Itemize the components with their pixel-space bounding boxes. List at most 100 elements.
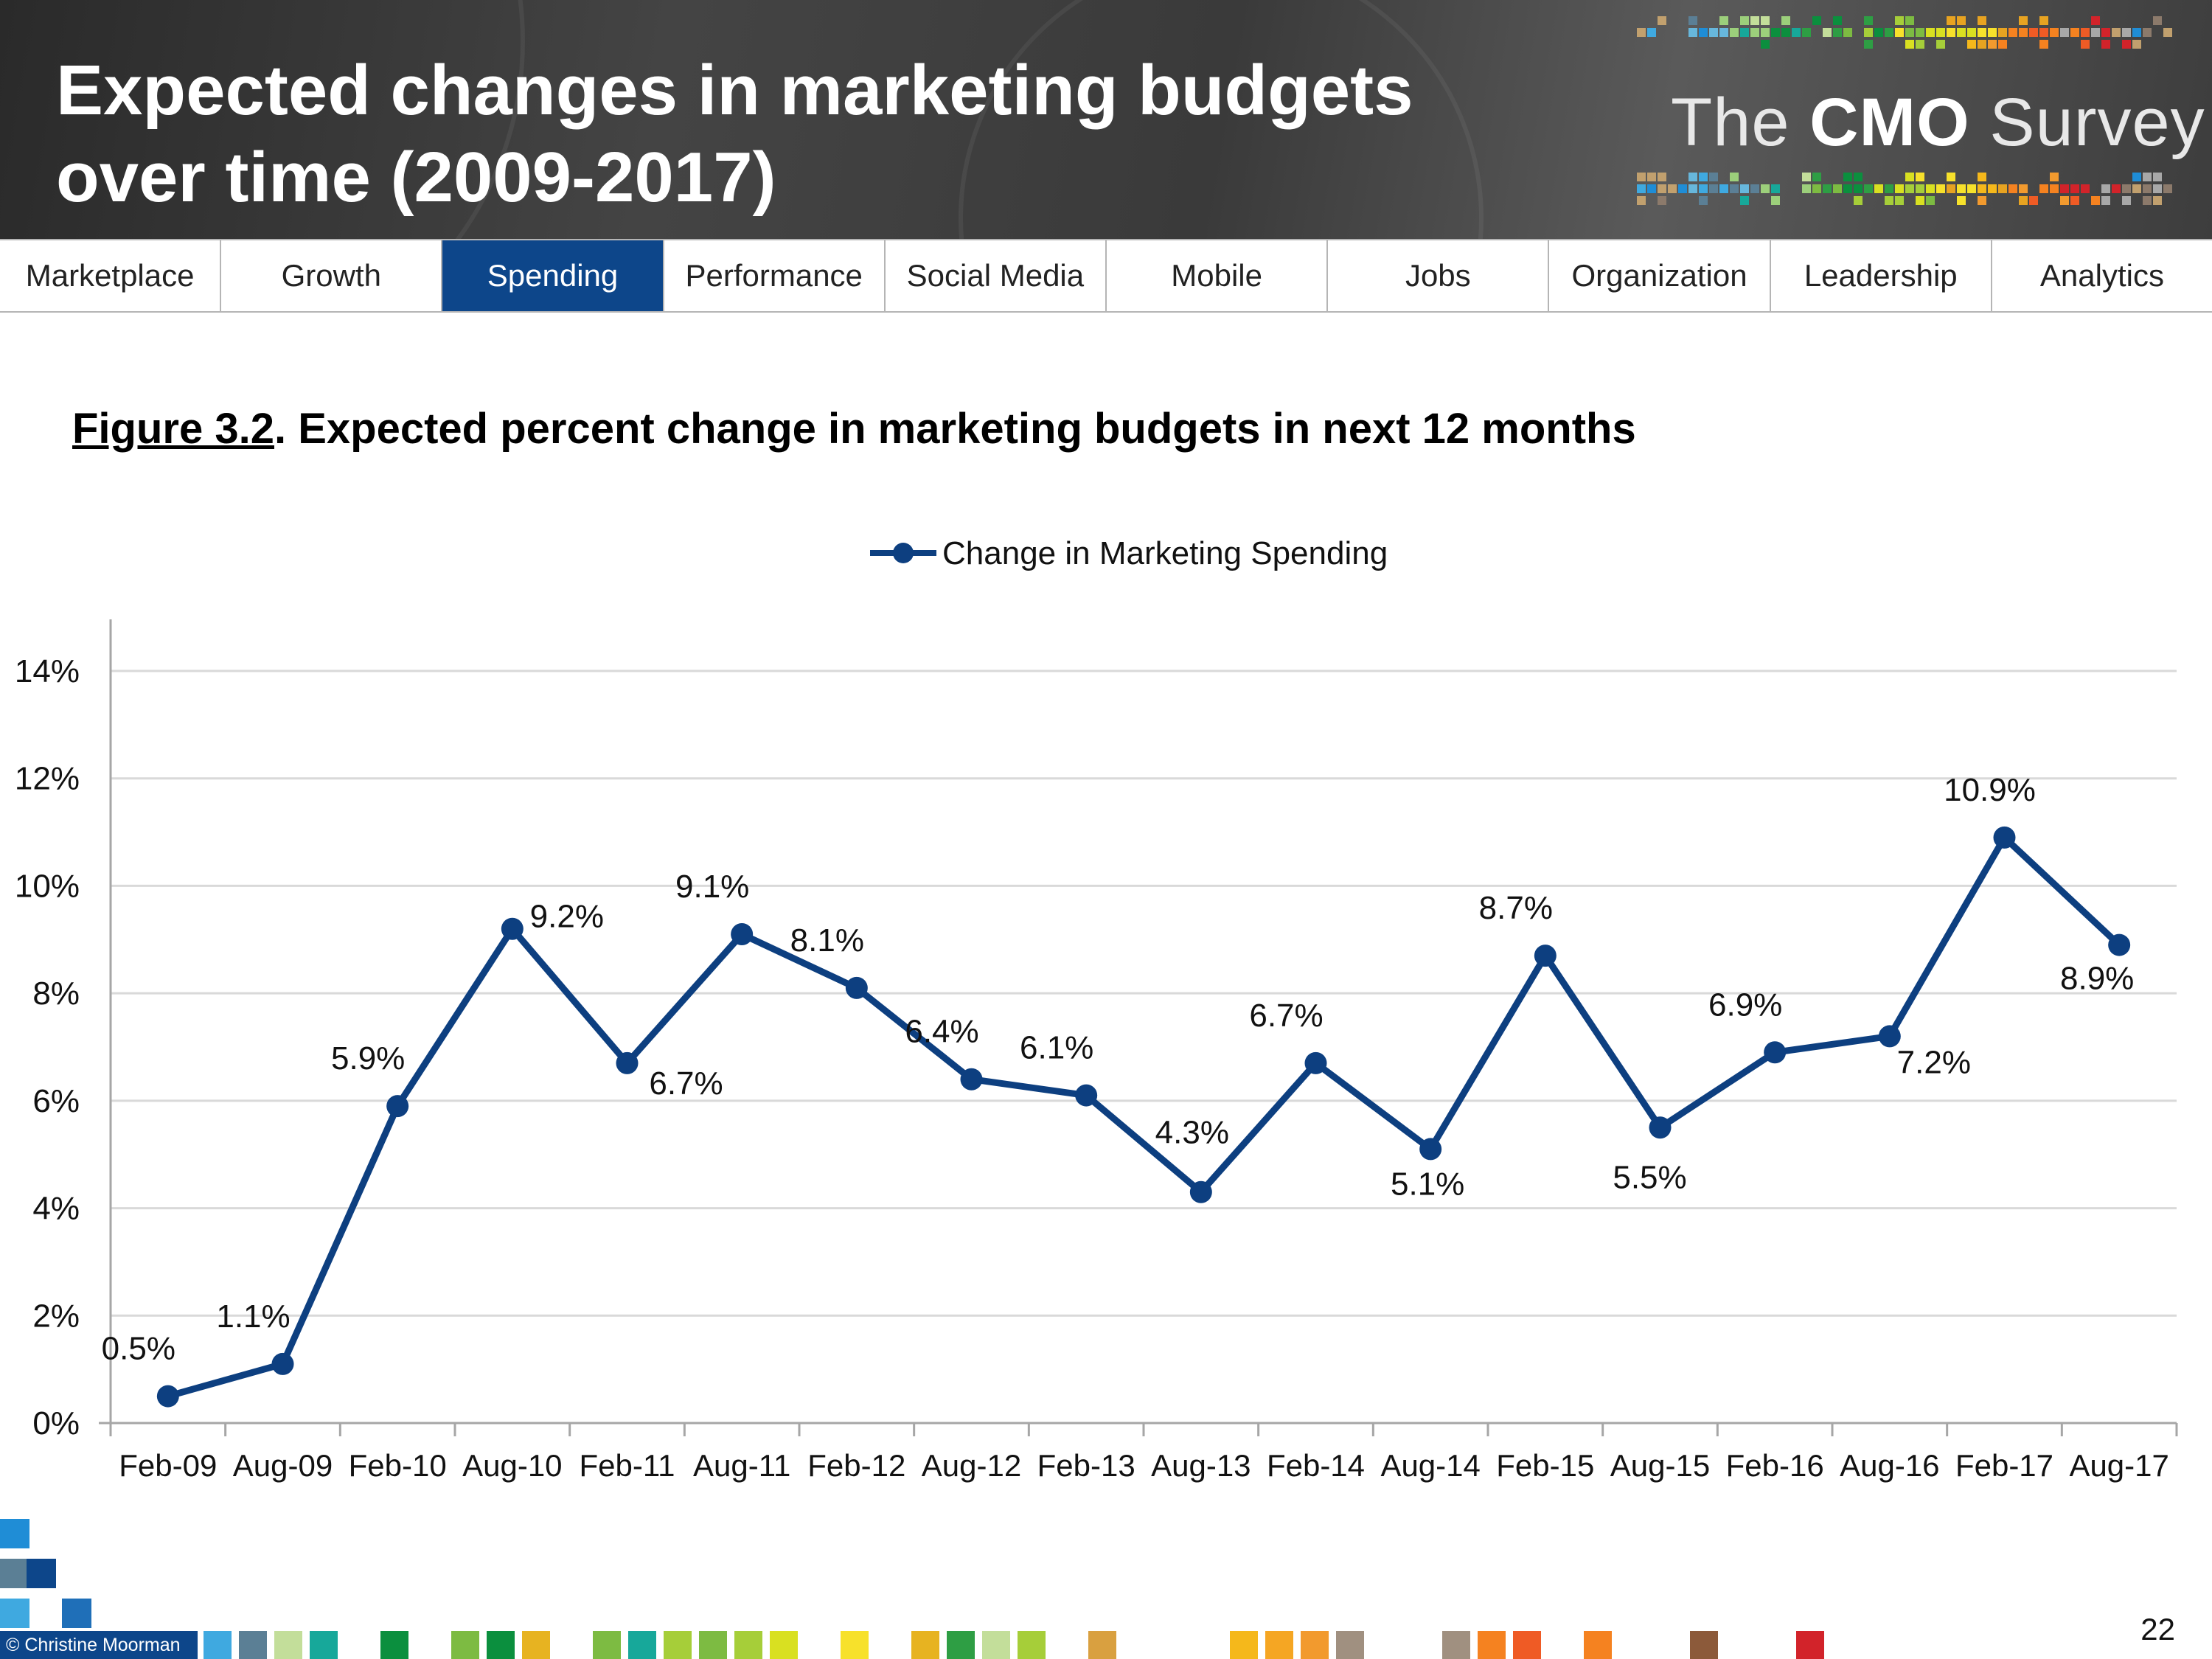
x-tick-label: Feb-09	[119, 1448, 217, 1483]
logo-pixel	[1761, 40, 1770, 49]
logo-pixel	[1947, 184, 1955, 193]
logo-pixel	[1936, 28, 1945, 37]
data-label: 6.1%	[1020, 1030, 1093, 1066]
footer-pixel	[982, 1631, 1010, 1659]
logo-pixel	[1761, 28, 1770, 37]
data-label: 6.7%	[649, 1065, 723, 1102]
footer-pixel	[204, 1631, 232, 1659]
logo-pixel	[1719, 28, 1728, 37]
logo-pixel	[1947, 16, 1955, 25]
data-point	[1764, 1041, 1787, 1064]
logo-pixel	[1988, 40, 1997, 49]
tab-performance[interactable]: Performance	[664, 240, 886, 311]
logo-pixel	[1905, 173, 1914, 181]
logo-pixel	[2091, 28, 2100, 37]
data-point	[1534, 945, 1557, 967]
logo-pixel	[2101, 40, 2110, 49]
logo-pixel	[1978, 184, 1986, 193]
logo-pixel	[1833, 184, 1842, 193]
logo-pixel	[2029, 196, 2038, 205]
data-point	[386, 1095, 409, 1118]
footer-pixel	[1442, 1631, 1470, 1659]
logo-pixel	[2039, 16, 2048, 25]
tab-spending[interactable]: Spending	[442, 240, 664, 311]
logo-pixel	[2019, 28, 2028, 37]
data-label: 9.1%	[675, 869, 749, 905]
logo-pixel	[1709, 184, 1718, 193]
logo-pixel	[1730, 28, 1739, 37]
logo-pixel	[2039, 40, 2048, 49]
footer-pixel	[628, 1631, 656, 1659]
logo-brand: CMO	[1809, 85, 1970, 160]
data-point	[1419, 1138, 1442, 1161]
data-point	[845, 976, 868, 999]
logo-pixel	[2143, 173, 2152, 181]
page-number: 22	[2140, 1612, 2175, 1646]
footer-pixel	[699, 1631, 727, 1659]
footer-pixel	[841, 1631, 869, 1659]
logo-pixel	[1967, 40, 1976, 49]
logo-pixel	[1730, 184, 1739, 193]
logo-pixel	[2060, 184, 2069, 193]
logo-pixel	[1750, 16, 1759, 25]
logo-pixel	[1647, 184, 1656, 193]
logo-pixel	[2050, 184, 2059, 193]
x-tick-label: Aug-17	[2069, 1448, 2168, 1483]
footer-pixel	[310, 1631, 338, 1659]
logo-pixel	[1978, 16, 1986, 25]
logo-pixel	[2143, 196, 2152, 205]
footer-pixel-band	[0, 1519, 1824, 1659]
logo-pixel	[1864, 16, 1873, 25]
footer-pixel	[1690, 1631, 1718, 1659]
logo-pixel	[2122, 28, 2131, 37]
logo-pixel	[2008, 184, 2017, 193]
logo-pixel	[1750, 28, 1759, 37]
tab-organization[interactable]: Organization	[1549, 240, 1771, 311]
tab-mobile[interactable]: Mobile	[1107, 240, 1329, 311]
logo-pixel	[1978, 196, 1986, 205]
x-tick-label: Aug-11	[693, 1448, 790, 1483]
footer-pixel	[487, 1631, 515, 1659]
logo-pixel	[1905, 16, 1914, 25]
copyright-notice: © Christine Moorman	[0, 1631, 198, 1659]
logo-pixel	[1978, 40, 1986, 49]
logo-pixel	[1771, 196, 1780, 205]
logo-pixel	[1658, 173, 1666, 181]
logo-pixel	[1916, 40, 1924, 49]
logo-pixel	[1699, 28, 1708, 37]
tab-leadership[interactable]: Leadership	[1771, 240, 1992, 311]
logo-pixel	[1719, 184, 1728, 193]
footer-pixel	[239, 1631, 267, 1659]
logo-text: The CMO Survey	[1671, 84, 2205, 161]
logo-pixel	[1905, 40, 1914, 49]
figure-title: . Expected percent change in marketing b…	[274, 405, 1636, 453]
tab-analytics[interactable]: Analytics	[2039, 258, 2164, 293]
logo-pixel	[2019, 16, 2028, 25]
footer-pixel	[0, 1559, 29, 1588]
logo-pixel	[2008, 28, 2017, 37]
tab-social-media[interactable]: Social Media	[886, 240, 1107, 311]
data-label: 6.7%	[1249, 998, 1323, 1034]
logo-pixel	[1854, 196, 1863, 205]
data-point	[271, 1352, 294, 1375]
logo-pixel	[1843, 173, 1852, 181]
tab-growth[interactable]: Growth	[221, 240, 443, 311]
logo-pixel	[2019, 196, 2028, 205]
logo-pixel	[1699, 173, 1708, 181]
logo-pixel	[1854, 173, 1863, 181]
tab-jobs[interactable]: Jobs	[1328, 240, 1550, 311]
data-label: 5.9%	[331, 1040, 405, 1077]
logo-pixel	[1905, 28, 1914, 37]
logo-pixel	[1998, 40, 2007, 49]
logo-pixel	[1895, 184, 1904, 193]
cmo-survey-logo: The CMO Survey	[1637, 13, 2205, 234]
data-point	[1649, 1116, 1672, 1139]
data-label: 8.9%	[2060, 961, 2134, 997]
logo-pixel	[1833, 16, 1842, 25]
footer-pixel	[770, 1631, 798, 1659]
logo-pixel	[1719, 16, 1728, 25]
tab-marketplace[interactable]: Marketplace	[0, 240, 222, 311]
x-tick-label: Aug-09	[233, 1448, 333, 1483]
x-tick-label: Feb-12	[807, 1448, 905, 1483]
logo-pixel	[2070, 28, 2079, 37]
